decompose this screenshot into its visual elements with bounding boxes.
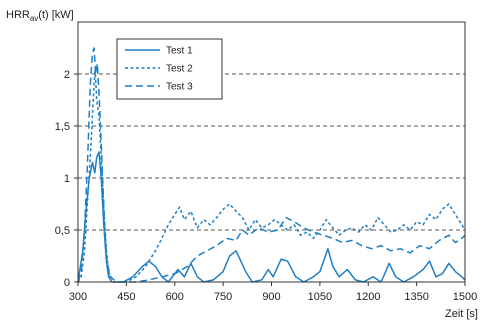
legend-label: Test 1 [166, 46, 193, 57]
y-axis-label: HRRav(t) [kW] [6, 9, 74, 23]
legend-box [116, 38, 223, 100]
plot-frame [77, 21, 466, 283]
x-tick-label: 1050 [308, 291, 332, 303]
legend: Test 1 Test 2 Test 3 [116, 38, 223, 100]
x-tick-label: 1350 [404, 291, 428, 303]
y-tick-label: 1,5 [55, 121, 70, 133]
x-ticks: 300 450 600 750 900 1050 1200 1350 1500 [69, 282, 477, 303]
x-tick-label: 300 [69, 291, 87, 303]
legend-label: Test 2 [166, 64, 193, 75]
series-lines [77, 47, 466, 283]
y-tick-label: 0,5 [55, 225, 70, 237]
x-tick-label: 600 [166, 291, 184, 303]
y-tick-label: 0 [64, 277, 70, 289]
x-tick-label: 1500 [453, 291, 477, 303]
y-ticks: 0 0,5 1 1,5 2 [55, 69, 78, 289]
y-tick-label: 2 [64, 69, 70, 81]
legend-label: Test 3 [166, 82, 193, 93]
series-line-3 [77, 47, 466, 283]
x-tick-label: 750 [214, 291, 232, 303]
series-line-2 [77, 68, 466, 283]
y-tick-label: 1 [64, 173, 70, 185]
x-tick-label: 450 [117, 291, 135, 303]
x-axis-label: Zeit [s] [445, 308, 478, 320]
series-line-1 [77, 151, 466, 283]
x-tick-label: 1200 [356, 291, 380, 303]
x-tick-label: 900 [262, 291, 280, 303]
